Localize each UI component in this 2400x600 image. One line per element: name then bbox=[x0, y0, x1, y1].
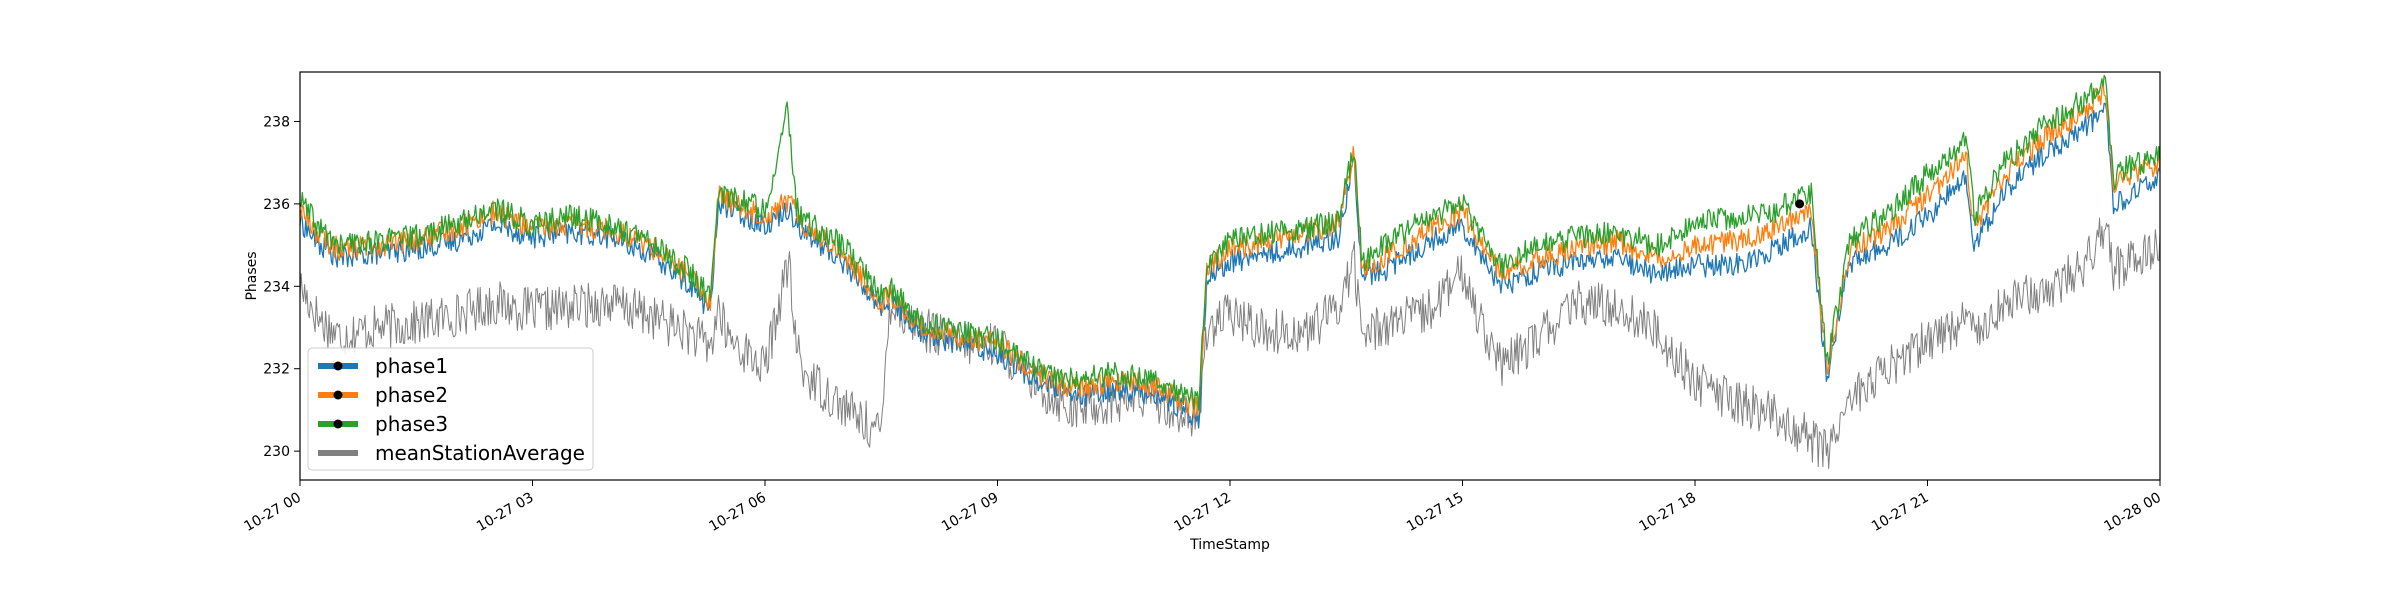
legend-marker-phase1 bbox=[333, 361, 343, 371]
y-tick-label: 232 bbox=[263, 362, 290, 378]
plot-highlight bbox=[1795, 199, 1805, 209]
legend-label-phase2: phase2 bbox=[375, 383, 448, 407]
y-tick-label: 230 bbox=[263, 444, 290, 460]
legend-label-meanStationAverage: meanStationAverage bbox=[375, 441, 585, 465]
y-tick-label: 238 bbox=[263, 114, 290, 130]
y-axis-title: Phases bbox=[244, 251, 260, 300]
highlight-marker bbox=[1795, 199, 1805, 209]
legend-marker-phase2 bbox=[333, 390, 343, 400]
series-line-meanStationAverage bbox=[299, 217, 2161, 469]
legend-label-phase1: phase1 bbox=[375, 354, 448, 378]
series-line-phase3 bbox=[299, 74, 2161, 411]
legend-box bbox=[307, 347, 594, 471]
legend-label-phase3: phase3 bbox=[375, 412, 448, 436]
series-line-phase2 bbox=[299, 81, 2161, 419]
x-axis-title: TimeStamp bbox=[1189, 537, 1270, 553]
plot-series bbox=[299, 74, 2161, 469]
y-tick-label: 236 bbox=[263, 197, 290, 213]
y-axis: 230 232 234 236 238 bbox=[263, 114, 300, 460]
legend-marker-phase3 bbox=[333, 419, 343, 429]
y-tick-label: 234 bbox=[263, 279, 290, 295]
legend: phase1 phase2 phase3 meanStationAverage bbox=[307, 347, 594, 471]
